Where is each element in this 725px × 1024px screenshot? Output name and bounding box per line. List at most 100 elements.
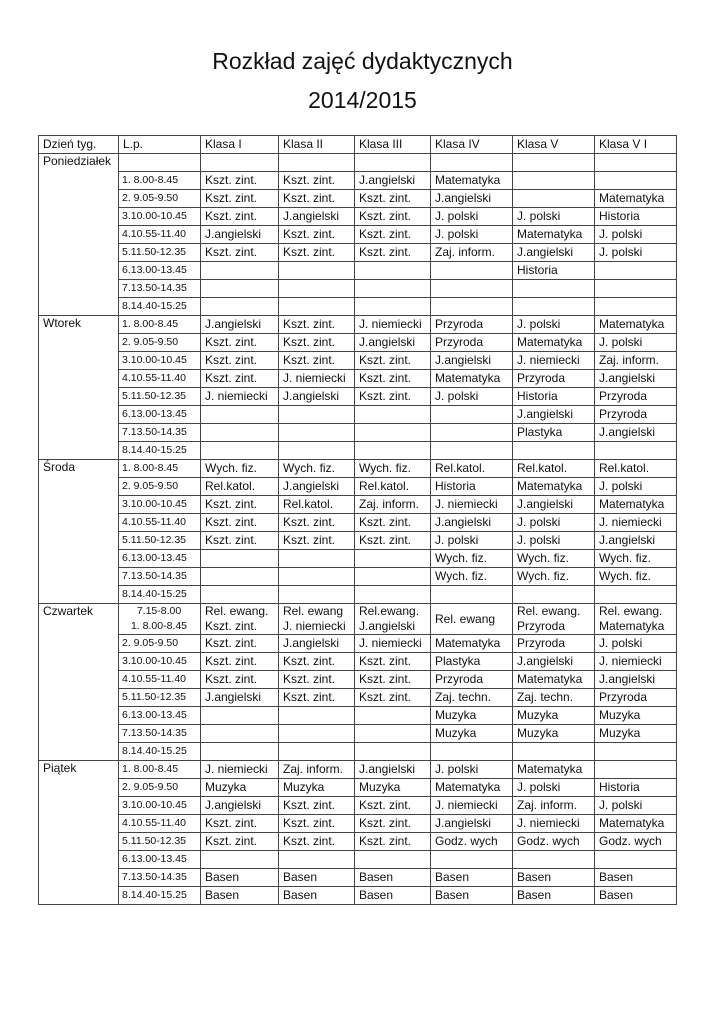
subject-cell: Kszt. zint. <box>200 351 279 370</box>
subject-cell <box>354 153 431 172</box>
table-row: 6.13.00-13.45 Muzyka Muzyka Muzyka <box>39 706 677 725</box>
column-header: Klasa IV <box>430 135 513 154</box>
lesson-time: 5.11.50-12.35 <box>118 531 201 550</box>
subject-cell: J.angielski <box>200 225 279 244</box>
subject-cell: Kszt. zint. <box>200 652 279 671</box>
subject-cell: Kszt. zint. <box>354 225 431 244</box>
lesson-time: 4.10.55-11.40 <box>118 670 201 689</box>
subject-cell: Kszt. zint. <box>278 351 355 370</box>
subject-cell: Kszt. zint. <box>200 207 279 226</box>
subject-cell: Matematyka <box>430 634 513 653</box>
subject-cell: Kszt. zint. <box>278 225 355 244</box>
subject-cell: J.angielski <box>512 243 595 262</box>
subject-cell: Kszt. zint. <box>200 243 279 262</box>
subject-cell <box>200 279 279 298</box>
subject-cell: J. polski <box>512 207 595 226</box>
subject-cell: J. niemiecki <box>430 495 513 514</box>
subject-cell <box>278 706 355 725</box>
subject-cell <box>200 405 279 424</box>
table-row: 2. 9.05-9.50 Rel.katol. J.angielski Rel.kat… <box>39 477 677 496</box>
lesson-time: 7.13.50-14.35 <box>118 279 201 298</box>
day-name: Środa <box>38 459 119 604</box>
subject-cell <box>430 742 513 761</box>
subject-cell: Kszt. zint. <box>354 670 431 689</box>
subject-cell <box>278 850 355 869</box>
subject-cell: Basen <box>594 886 677 905</box>
subject-cell <box>354 567 431 586</box>
day-name: Poniedziałek <box>38 153 119 316</box>
subject-cell: Kszt. zint. <box>354 369 431 388</box>
subject-cell: J.angielski <box>512 652 595 671</box>
subject-cell: J.angielski <box>278 387 355 406</box>
subject-cell: Basen <box>278 868 355 887</box>
lesson-time: 7.13.50-14.35 <box>118 423 201 442</box>
lesson-time: 6.13.00-13.45 <box>118 850 201 869</box>
subject-cell: Matematyka <box>594 189 677 208</box>
subject-cell: Kszt. zint. <box>278 670 355 689</box>
subject-cell: J.angielski <box>430 351 513 370</box>
table-row: Poniedziałek <box>38 153 677 316</box>
lesson-time: 1. 8.00-8.45 <box>118 171 201 190</box>
subject-cell: Kszt. zint. <box>200 513 279 532</box>
lesson-time: 3.10.00-10.45 <box>118 207 201 226</box>
table-row: 3.10.00-10.45 Kszt. zint. Kszt. zint. Kszt.… <box>39 652 677 671</box>
subject-cell <box>278 261 355 280</box>
subject-cell: J. polski <box>512 531 595 550</box>
lesson-time: 5.11.50-12.35 <box>118 387 201 406</box>
subject-cell: J. polski <box>594 333 677 352</box>
subject-cell: Przyroda <box>594 387 677 406</box>
subject-cell: Rel.katol. <box>200 477 279 496</box>
subject-cell: Rel. ewang <box>430 603 513 635</box>
lesson-time: 5.11.50-12.35 <box>118 243 201 262</box>
subject-cell: Rel.ewang. J.angielski <box>354 603 431 635</box>
lesson-time: 8.14.40-15.25 <box>118 742 201 761</box>
subject-cell: Kszt. zint. <box>278 189 355 208</box>
subject-cell: Wych. fiz. <box>512 549 595 568</box>
subject-cell: Historia <box>594 778 677 797</box>
column-header: Klasa V I <box>594 135 677 154</box>
subject-cell: Kszt. zint. <box>200 189 279 208</box>
subject-cell <box>594 171 677 190</box>
subject-cell: J.angielski <box>354 760 431 779</box>
subject-cell: Kszt. zint. <box>278 513 355 532</box>
subject-cell <box>512 279 595 298</box>
lesson-time: 7.13.50-14.35 <box>118 724 201 743</box>
table-row: 7.13.50-14.35 Plastyka J.angielski <box>39 423 677 442</box>
subject-cell: Kszt. zint. <box>278 171 355 190</box>
subject-cell: Kszt. zint. <box>354 531 431 550</box>
subject-cell: Kszt. zint. <box>354 243 431 262</box>
subject-cell <box>200 742 279 761</box>
table-row: 5.11.50-12.35 Kszt. zint. Kszt. zint. Kszt.… <box>39 243 677 262</box>
subject-cell <box>430 423 513 442</box>
lesson-time: 6.13.00-13.45 <box>118 549 201 568</box>
subject-cell <box>430 441 513 460</box>
subject-cell <box>278 549 355 568</box>
subject-cell: Rel.katol. <box>354 477 431 496</box>
lesson-time: 7.13.50-14.35 <box>118 567 201 586</box>
table-row: 3.10.00-10.45 Kszt. zint. J.angielski Kszt.… <box>39 207 677 226</box>
subject-cell: J.angielski <box>200 688 279 707</box>
table-row: 6.13.00-13.45 <box>39 850 677 869</box>
subject-cell: Muzyka <box>430 706 513 725</box>
day-name: Piątek <box>38 760 119 905</box>
subject-cell <box>354 706 431 725</box>
subject-cell: Rel. ewang. Matematyka <box>594 603 677 635</box>
subject-cell: Historia <box>512 387 595 406</box>
subject-cell: Kszt. zint. <box>278 315 355 334</box>
subject-cell: J. niemiecki <box>430 796 513 815</box>
subject-cell: J. polski <box>594 796 677 815</box>
table-row: 2. 9.05-9.50 Kszt. zint. Kszt. zint. J.angi… <box>39 333 677 352</box>
subject-cell <box>512 441 595 460</box>
subject-cell <box>354 549 431 568</box>
subject-cell: Przyroda <box>594 688 677 707</box>
subject-cell: Godz. wych <box>512 832 595 851</box>
subject-cell <box>512 850 595 869</box>
subject-cell: J. niemiecki <box>354 315 431 334</box>
subject-cell: Przyroda <box>430 670 513 689</box>
subject-cell <box>354 405 431 424</box>
lesson-time: 1. 8.00-8.45 <box>118 459 201 478</box>
subject-cell: Basen <box>278 886 355 905</box>
table-row: 2. 9.05-9.50 Kszt. zint. Kszt. zint. Kszt. … <box>39 189 677 208</box>
subject-cell: Zaj. inform. <box>430 243 513 262</box>
table-row: 8.14.40-15.25 <box>39 297 677 316</box>
